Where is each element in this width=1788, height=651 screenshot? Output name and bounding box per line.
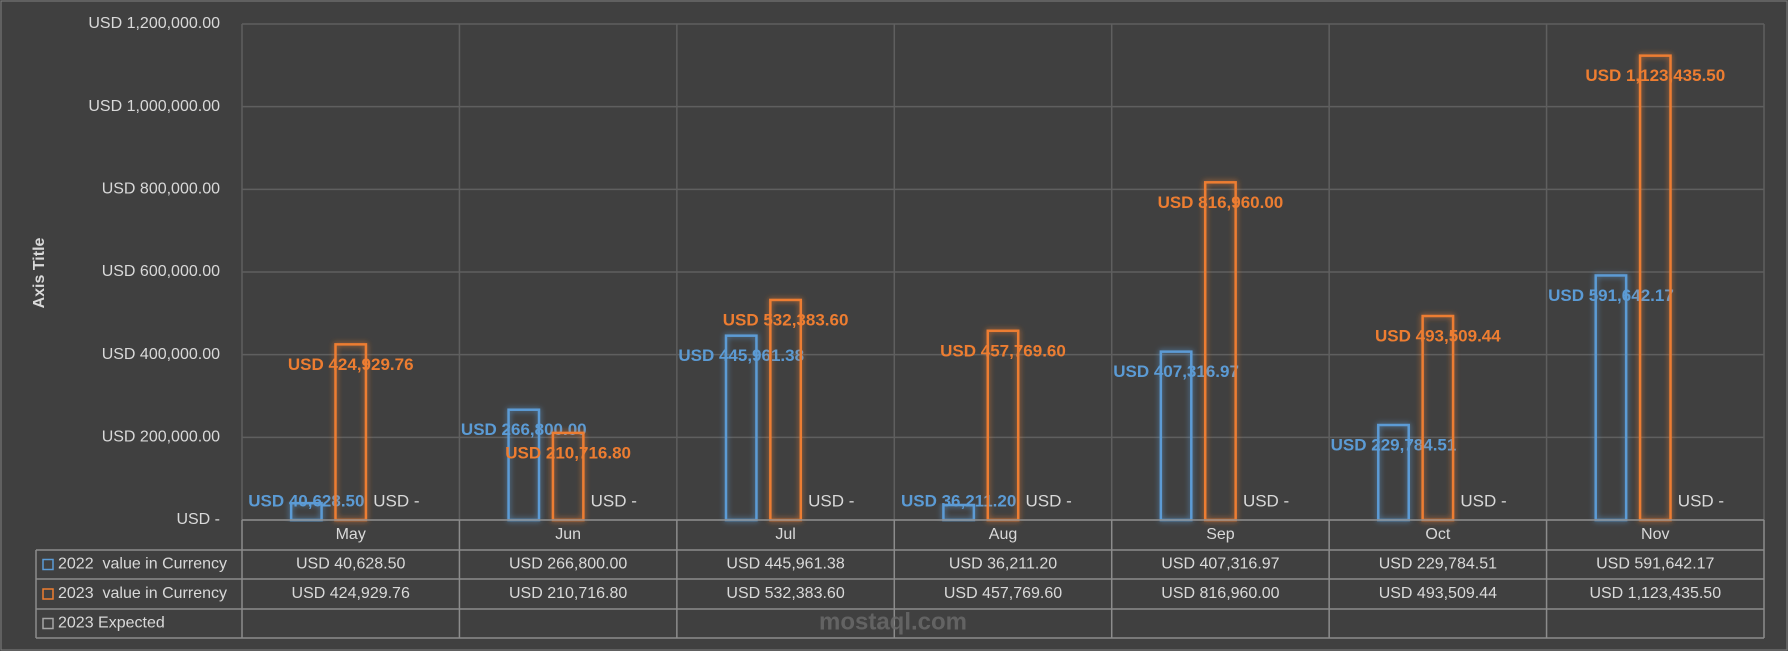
data-label: USD 229,784.51	[1331, 436, 1457, 455]
x-tick-label: Sep	[1206, 526, 1235, 543]
y-tick-label: USD -	[176, 511, 220, 528]
data-label: USD 493,509.44	[1375, 327, 1501, 346]
data-label: USD 445,961.38	[678, 346, 804, 365]
y-tick-label: USD 1,200,000.00	[88, 15, 220, 32]
table-cell: USD 407,316.97	[1161, 556, 1279, 573]
table-cell: USD 445,961.38	[726, 556, 844, 573]
x-tick-label: Oct	[1425, 526, 1450, 543]
x-tick-label: Aug	[989, 526, 1017, 543]
data-label: USD 1,123,435.50	[1585, 66, 1725, 85]
data-label: USD -	[1460, 491, 1506, 510]
table-cell: USD 266,800.00	[509, 556, 627, 573]
data-label: USD -	[373, 491, 419, 510]
data-label: USD 266,800.00	[461, 420, 587, 439]
data-label: USD 40,628.50	[248, 491, 364, 510]
y-tick-label: USD 400,000.00	[102, 346, 220, 363]
table-cell: USD 1,123,435.50	[1589, 585, 1721, 602]
x-tick-label: May	[336, 526, 366, 543]
data-label: USD 816,960.00	[1158, 193, 1284, 212]
table-cell: USD 229,784.51	[1379, 556, 1497, 573]
data-label: USD 591,642.17	[1548, 286, 1674, 305]
table-cell: USD 40,628.50	[296, 556, 406, 573]
table-cell: USD 36,211.20	[949, 556, 1057, 573]
data-label: USD -	[1243, 491, 1289, 510]
y-tick-label: USD 800,000.00	[102, 181, 220, 198]
watermark: mostaql.com	[819, 608, 967, 635]
legend-key	[42, 588, 54, 600]
table-cell: USD 493,509.44	[1379, 585, 1497, 602]
data-label: USD -	[591, 491, 637, 510]
y-tick-label: USD 200,000.00	[102, 429, 220, 446]
data-label: USD 36,211.20	[901, 491, 1016, 510]
legend-label: 2022 value in Currency	[58, 556, 227, 573]
data-label: USD 210,716.80	[505, 443, 631, 462]
data-label: USD 424,929.76	[288, 355, 414, 374]
table-cell: USD 210,716.80	[509, 585, 627, 602]
legend-label: 2023 value in Currency	[58, 585, 227, 602]
table-cell: USD 457,769.60	[944, 585, 1062, 602]
data-label: USD 532,383.60	[723, 310, 849, 329]
y-axis-title: Axis Title	[31, 237, 48, 308]
table-cell: USD 424,929.76	[292, 585, 410, 602]
y-tick-label: USD 1,000,000.00	[88, 98, 220, 115]
legend-key	[42, 558, 54, 571]
data-label: USD -	[1678, 491, 1724, 510]
data-label: USD 407,316.97	[1113, 362, 1239, 381]
x-tick-label: Jul	[775, 526, 795, 543]
data-label: USD -	[808, 491, 854, 510]
data-label: USD -	[1026, 491, 1072, 510]
x-tick-label: Jun	[555, 526, 581, 543]
legend-label: 2023 Expected	[58, 615, 165, 632]
table-cell: USD 591,642.17	[1596, 556, 1714, 573]
x-tick-label: Nov	[1641, 526, 1669, 543]
data-label: USD 457,769.60	[940, 341, 1066, 360]
table-cell: USD 816,960.00	[1161, 585, 1279, 602]
legend-key	[42, 617, 54, 630]
y-tick-label: USD 600,000.00	[102, 263, 220, 280]
table-cell: USD 532,383.60	[726, 585, 844, 602]
